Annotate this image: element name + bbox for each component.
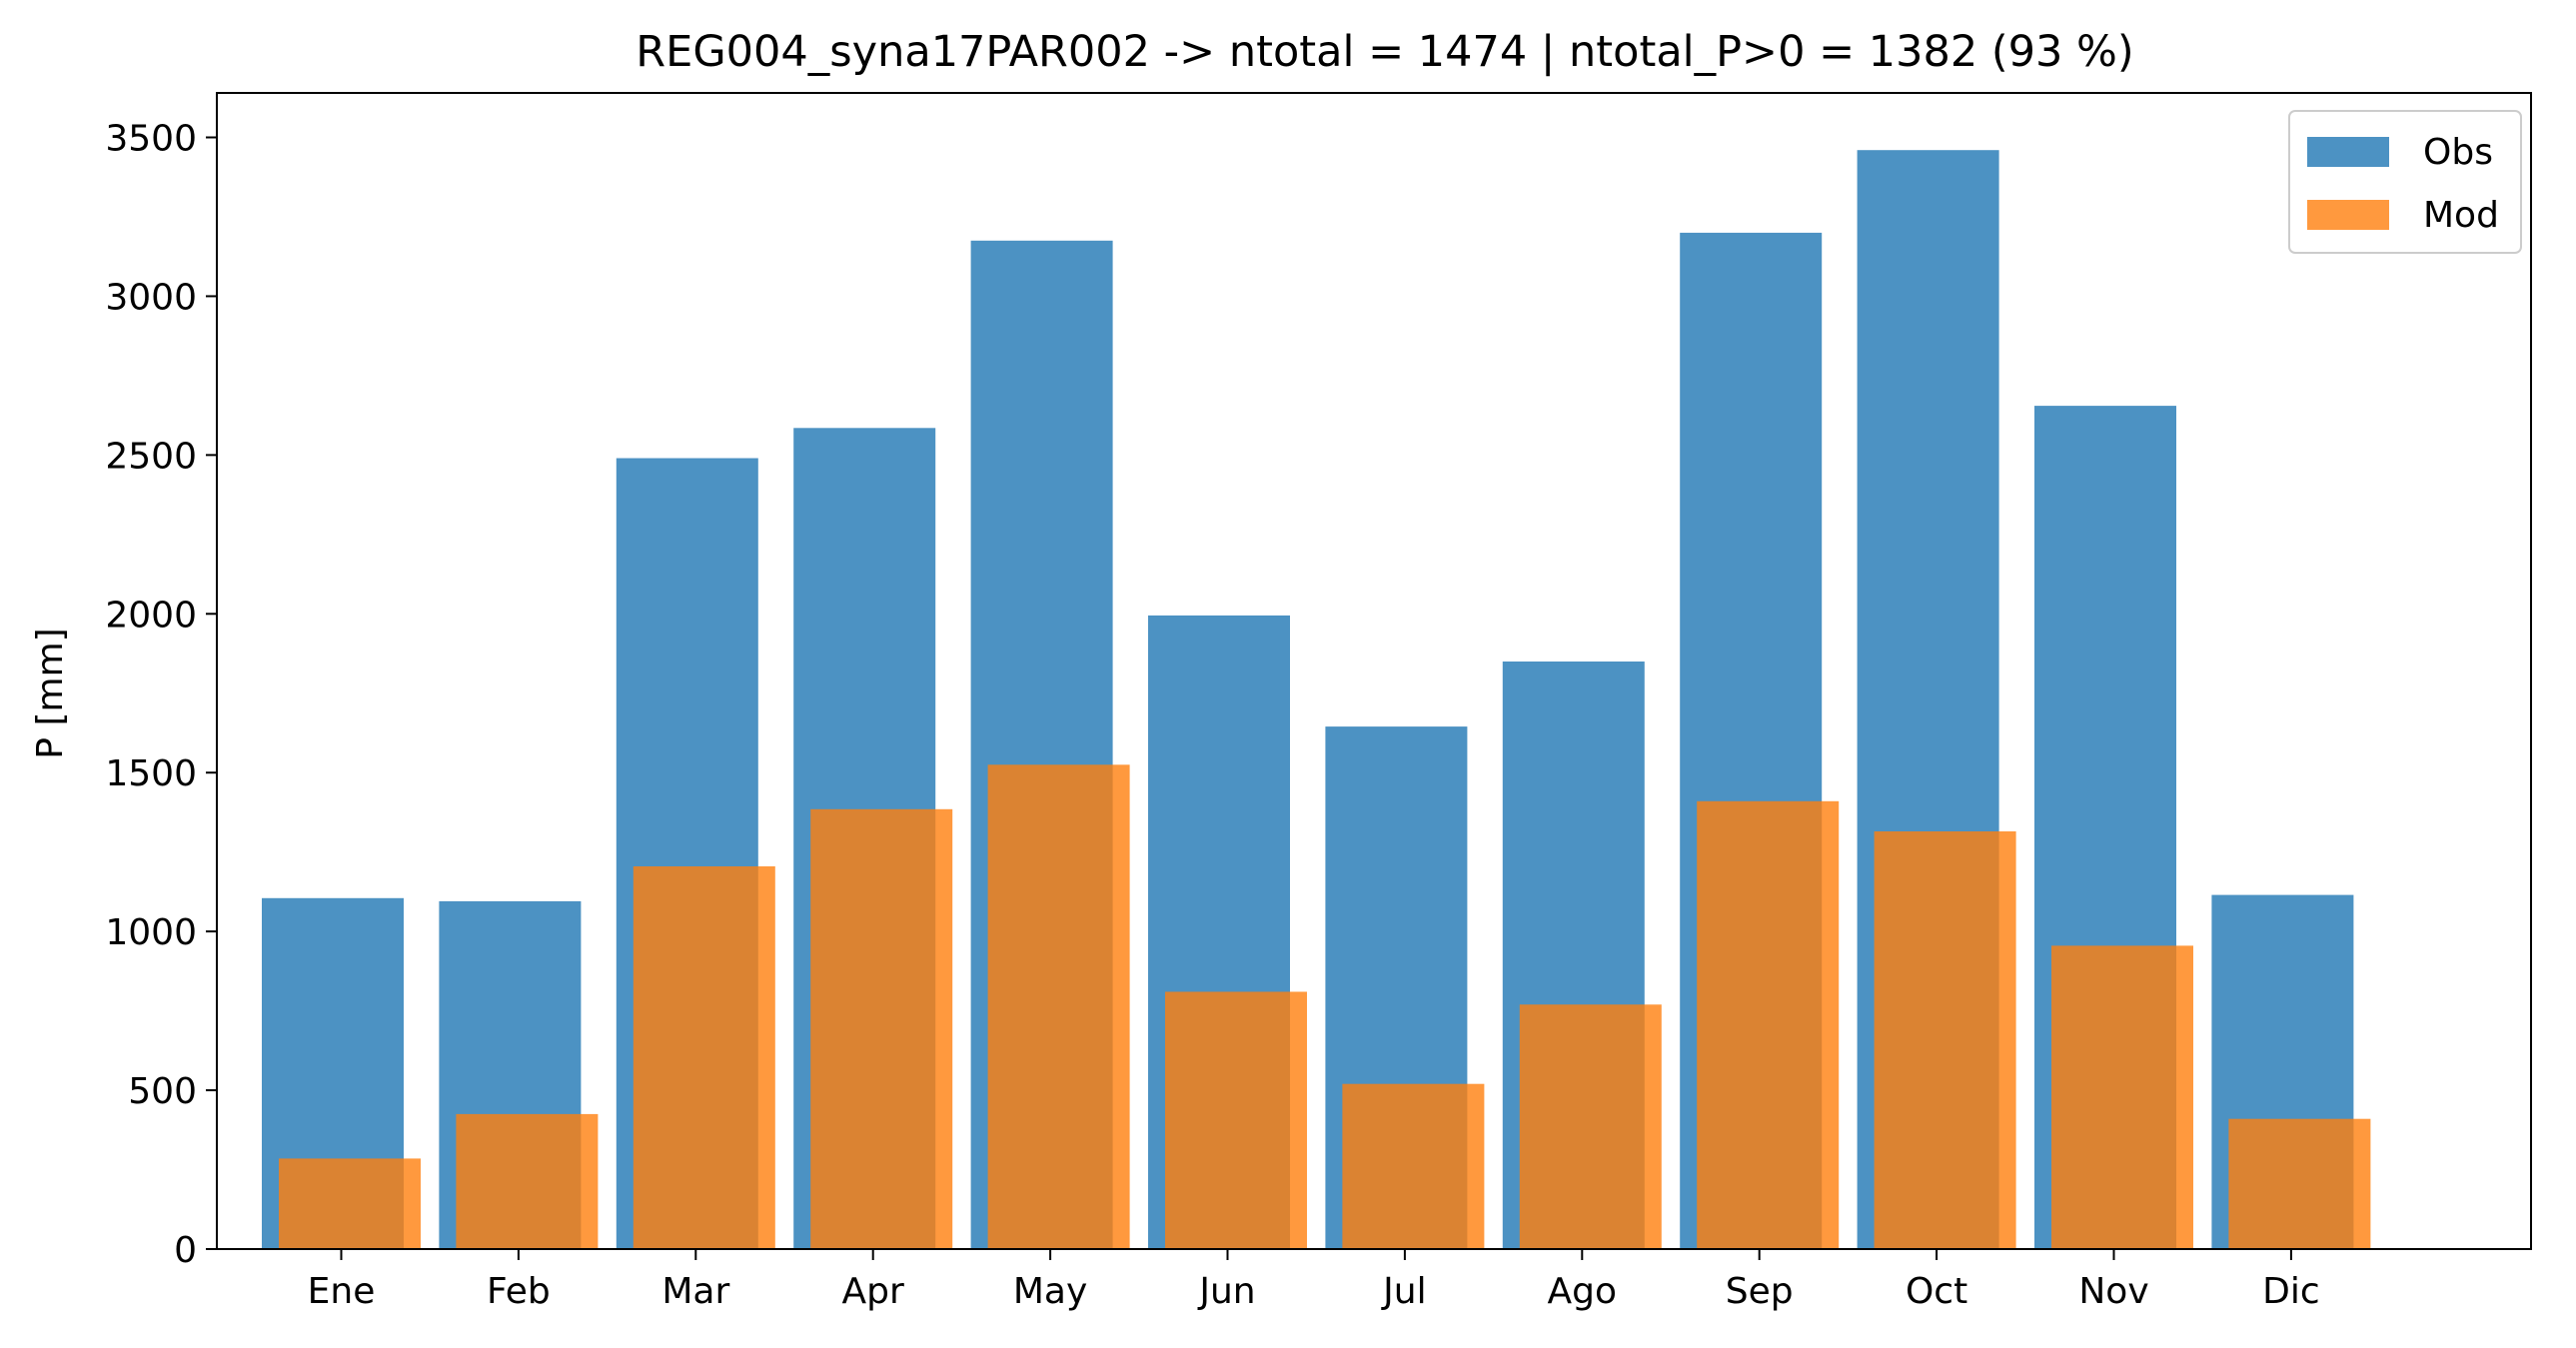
series-mod (279, 764, 2371, 1250)
series-obs (262, 150, 2354, 1250)
x-tick-label: Nov (2078, 1271, 2148, 1312)
y-tick-label: 500 (128, 1071, 197, 1112)
x-tick-label: Ene (308, 1271, 376, 1312)
y-tick-label: 3000 (105, 277, 197, 318)
y-tick-label: 2000 (105, 595, 197, 636)
x-tick-label: Sep (1726, 1271, 1794, 1312)
x-tick-label: Mar (661, 1271, 729, 1312)
legend: Obs Mod (2288, 110, 2522, 254)
y-axis-label: P [mm] (30, 628, 71, 758)
bar-mod-oct (1874, 831, 2016, 1249)
y-tick-label: 0 (174, 1230, 197, 1271)
legend-swatch-obs (2307, 137, 2389, 167)
legend-label-mod: Mod (2423, 195, 2499, 236)
x-tick-label: Jun (1197, 1271, 1255, 1312)
x-tick-label: May (1013, 1271, 1087, 1312)
legend-swatch-mod (2307, 200, 2389, 230)
y-tick-label: 1000 (105, 912, 197, 953)
y-tick-label: 1500 (105, 753, 197, 794)
plot-frame (216, 92, 2532, 1250)
bar-mod-feb (456, 1113, 599, 1249)
x-tick-label: Ago (1548, 1271, 1618, 1312)
bar-mod-jun (1165, 991, 1307, 1249)
bar-mod-may (987, 764, 1130, 1249)
chart-title: REG004_syna17PAR002 -> ntotal = 1474 | n… (636, 27, 2133, 77)
bar-mod-apr (810, 808, 953, 1249)
x-tick-label: Jul (1381, 1271, 1426, 1312)
bar-mod-nov (2051, 945, 2193, 1249)
bar-mod-ago (1519, 1004, 1662, 1250)
y-tick-label: 3500 (105, 119, 197, 160)
bar-mod-ene (279, 1158, 421, 1249)
bar-mod-mar (633, 866, 775, 1249)
bar-mod-sep (1697, 800, 1840, 1249)
legend-label-obs: Obs (2423, 132, 2493, 173)
bars-layer (262, 150, 2371, 1250)
bar-mod-jul (1342, 1083, 1485, 1249)
x-tick-label: Dic (2262, 1271, 2320, 1312)
x-tick-label: Apr (842, 1271, 904, 1312)
x-tick-label: Feb (487, 1271, 551, 1312)
bar-mod-dic (2228, 1118, 2371, 1249)
x-tick-label: Oct (1906, 1271, 1967, 1312)
y-tick-label: 2500 (105, 436, 197, 477)
axes-layer: 0 500 1000 1500 2000 2500 3000 3500 Ene Feb Mar Apr… (105, 92, 2532, 1312)
